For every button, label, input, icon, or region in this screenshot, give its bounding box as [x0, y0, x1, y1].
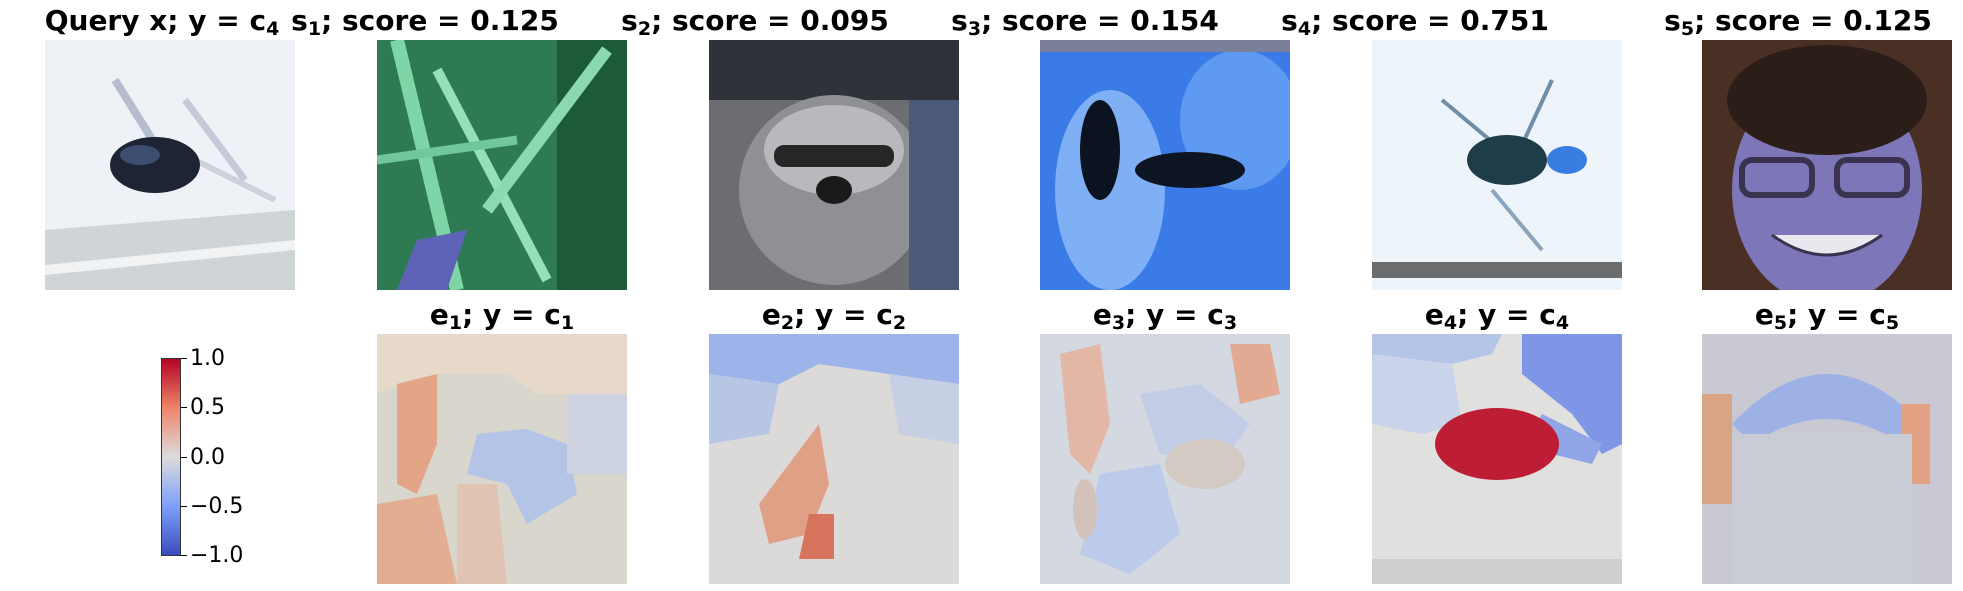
- sample-title-3: s3; score = 0.154: [951, 4, 1219, 40]
- sample-title-4: s4; score = 0.751: [1281, 4, 1549, 40]
- sample-image-1: [377, 40, 627, 290]
- explanation-title-1: e1; y = c1: [429, 298, 575, 334]
- sample-image-5: [1702, 40, 1952, 290]
- explanation-title-2: e2; y = c2: [761, 298, 907, 334]
- explanation-map-1: [377, 334, 627, 584]
- explanation-map-4: [1372, 334, 1622, 584]
- colorbar-tick-label: 0.5: [190, 395, 225, 420]
- sample-title-1: s1; score = 0.125: [291, 4, 559, 40]
- colorbar-tick: [181, 506, 187, 507]
- query-title: Query x; y = c4: [44, 4, 280, 40]
- sample-image-2: [709, 40, 959, 290]
- explanation-title-3: e3; y = c3: [1092, 298, 1238, 334]
- colorbar-tick: [181, 358, 187, 359]
- explanation-title-5: e5; y = c5: [1754, 298, 1900, 334]
- query-image: [45, 40, 295, 290]
- sample-image-3: [1040, 40, 1290, 290]
- explanation-map-2: [709, 334, 959, 584]
- sample-title-2: s2; score = 0.095: [621, 4, 889, 40]
- colorbar-tick: [181, 457, 187, 458]
- sample-title-5: s5; score = 0.125: [1664, 4, 1932, 40]
- colorbar: [161, 358, 181, 556]
- sample-image-4: [1372, 40, 1622, 290]
- colorbar-tick-label: 0.0: [190, 445, 225, 470]
- colorbar-tick-label: −1.0: [190, 543, 244, 568]
- explanation-title-4: e4; y = c4: [1424, 298, 1570, 334]
- colorbar-tick-label: 1.0: [190, 346, 225, 371]
- colorbar-tick-label: −0.5: [190, 494, 244, 519]
- colorbar-tick: [181, 555, 187, 556]
- colorbar-tick: [181, 407, 187, 408]
- explanation-map-3: [1040, 334, 1290, 584]
- explanation-map-5: [1702, 334, 1952, 584]
